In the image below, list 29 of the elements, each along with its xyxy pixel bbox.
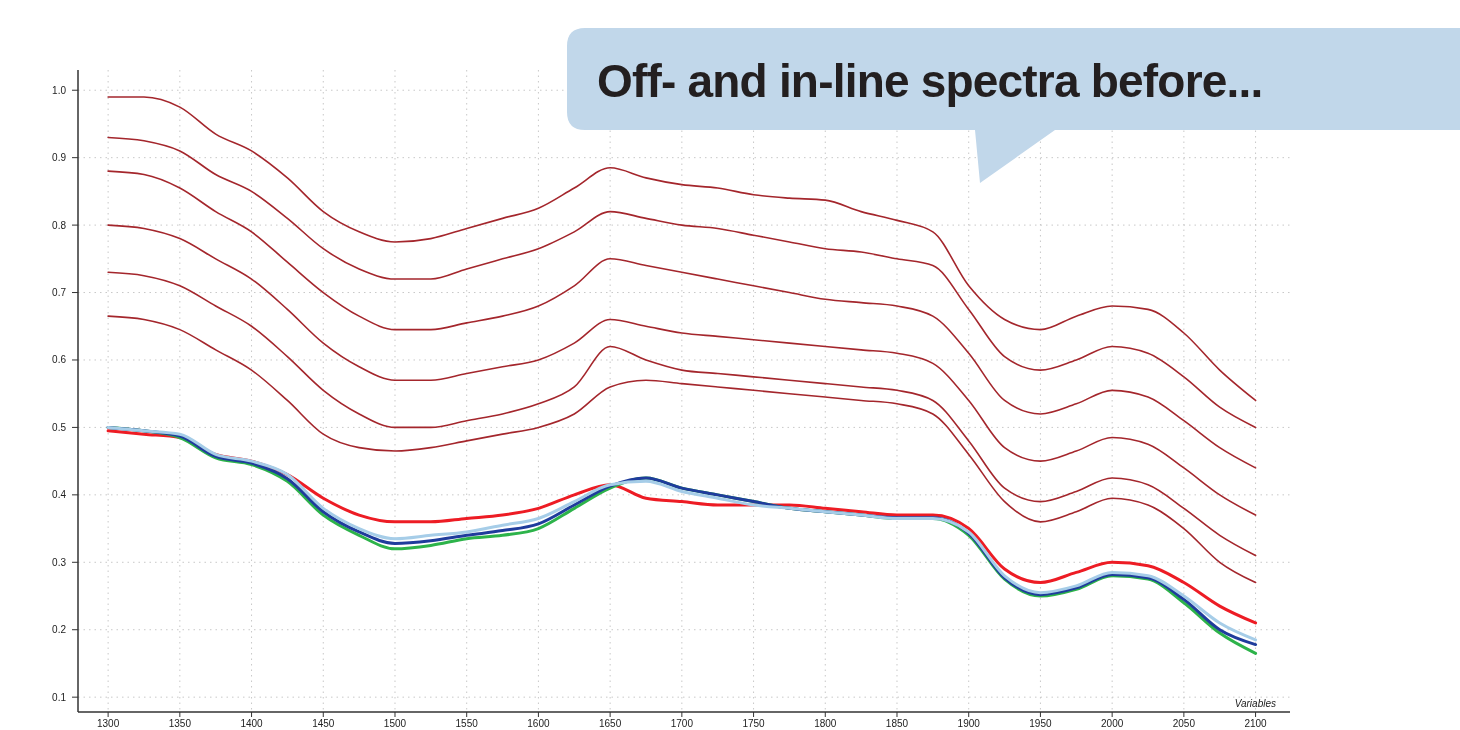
x-tick-label: 1450 (312, 718, 335, 729)
y-tick-label: 0.8 (52, 219, 67, 231)
x-tick-label: 2000 (1101, 718, 1124, 729)
y-tick-label: 0.9 (52, 152, 67, 164)
x-tick-label: 1350 (168, 718, 192, 729)
x-tick-label: 1300 (97, 718, 120, 729)
x-tick-label: 1500 (383, 718, 407, 729)
x-tick-label: 1700 (670, 718, 694, 729)
y-tick-label: 0.7 (52, 287, 67, 299)
x-tick-label: 1550 (455, 718, 479, 729)
y-tick-label: 0.2 (52, 624, 67, 636)
y-tick-label: 0.5 (52, 421, 67, 433)
x-tick-label: 2100 (1244, 718, 1268, 729)
y-tick-label: 1.0 (52, 84, 67, 96)
x-tick-label: 1750 (742, 718, 766, 729)
y-tick-label: 0.1 (52, 691, 67, 703)
x-tick-label: 2050 (1172, 718, 1196, 729)
chart-title: Off- and in-line spectra before... (597, 55, 1263, 107)
x-tick-label: 1850 (885, 718, 909, 729)
y-tick-label: 0.3 (52, 556, 67, 568)
x-tick-label: 1400 (240, 718, 264, 729)
x-axis-title: Variables (1234, 698, 1276, 709)
x-tick-label: 1900 (957, 718, 981, 729)
x-tick-label: 1600 (527, 718, 550, 729)
x-tick-label: 1800 (814, 718, 837, 729)
x-tick-label: 1650 (599, 718, 622, 729)
y-tick-label: 0.6 (52, 354, 67, 366)
y-tick-label: 0.4 (52, 489, 67, 501)
x-tick-label: 1950 (1029, 718, 1052, 729)
